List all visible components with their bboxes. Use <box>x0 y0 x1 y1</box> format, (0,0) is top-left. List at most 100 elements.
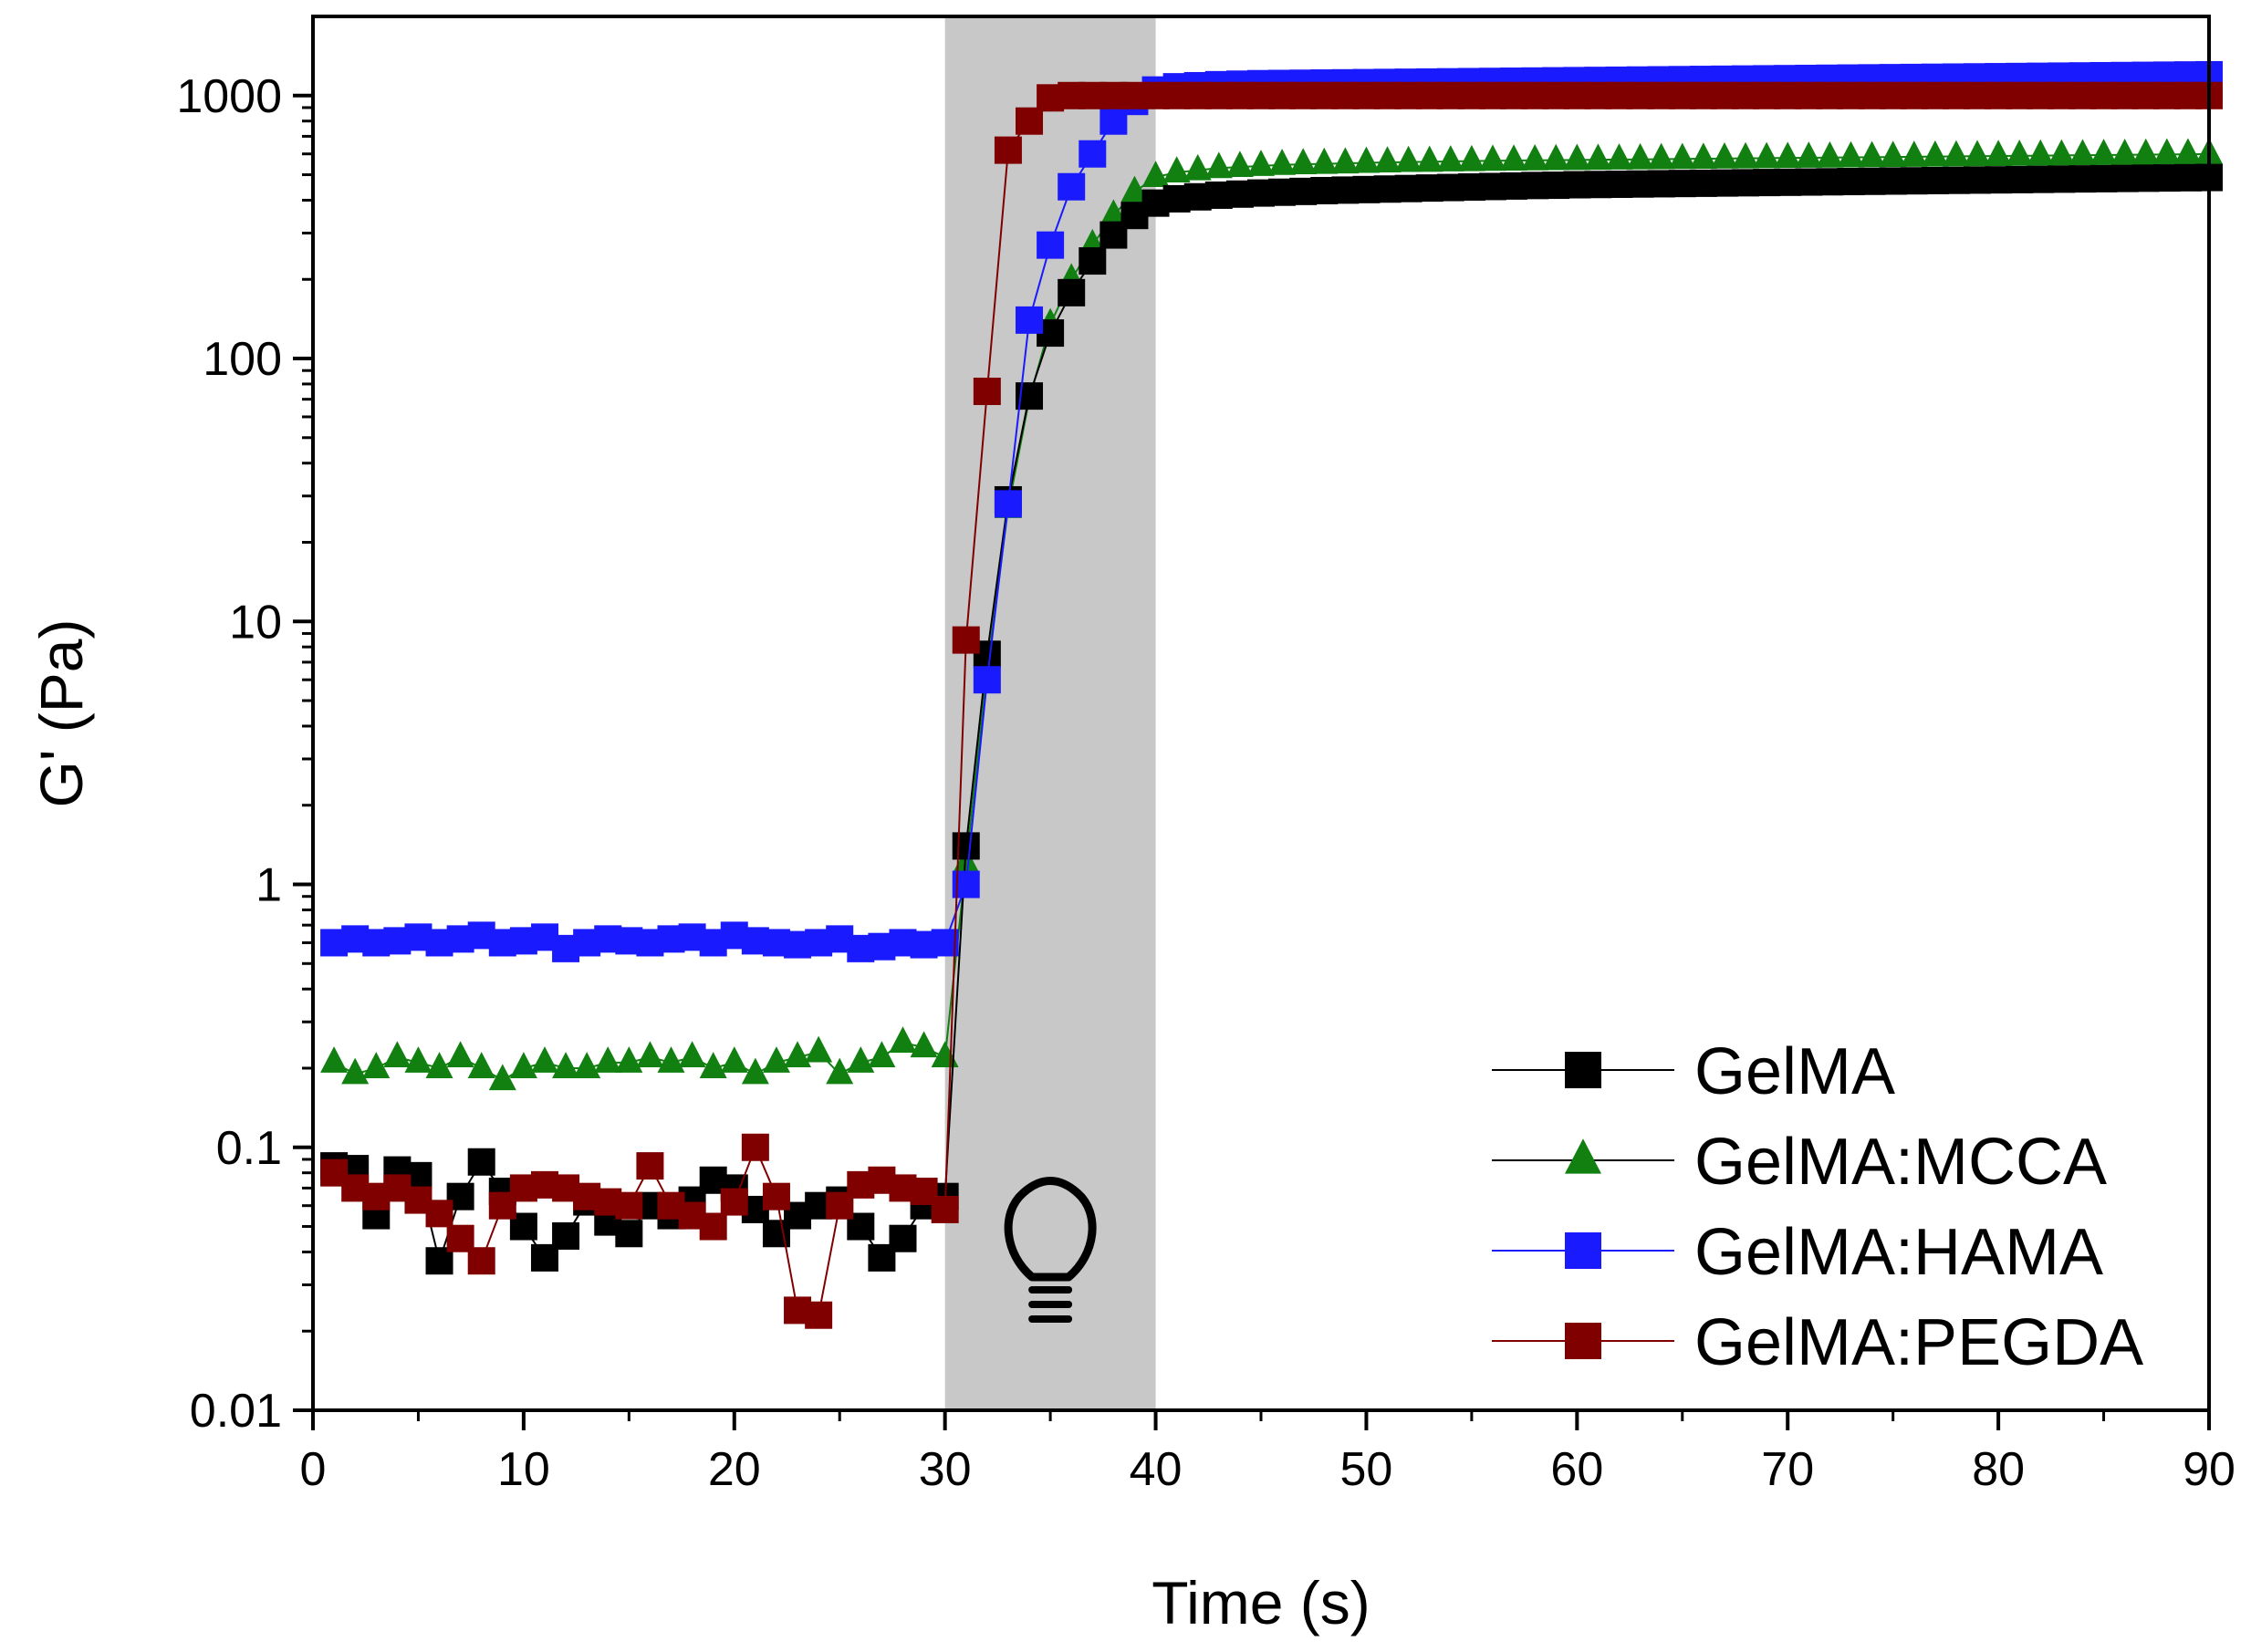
data-point <box>594 1046 622 1073</box>
data-point <box>1605 143 1633 170</box>
x-tick-label: 90 <box>2183 1443 2235 1496</box>
data-point <box>1268 148 1297 175</box>
data-point <box>1310 147 1339 174</box>
data-point <box>994 490 1022 518</box>
data-point <box>952 832 980 860</box>
data-point <box>341 1057 370 1085</box>
data-point <box>973 666 1001 694</box>
data-point <box>805 1301 833 1329</box>
data-point <box>1079 140 1107 168</box>
data-point <box>657 1046 685 1073</box>
legend-label: GelMA:PEGDA <box>1694 1306 2143 1379</box>
data-point <box>1816 140 1844 168</box>
data-point <box>1289 148 1318 175</box>
data-point <box>1099 199 1128 226</box>
data-point <box>720 1188 748 1216</box>
legend-item: GelMA:PEGDA <box>1492 1306 2143 1379</box>
legend-label: GelMA:MCCA <box>1694 1126 2107 1199</box>
data-point <box>741 1057 769 1085</box>
y-axis-title: G' (Pa) <box>27 619 95 808</box>
data-point <box>1942 140 1970 167</box>
x-tick-label: 60 <box>1550 1443 1603 1496</box>
data-point <box>889 1026 917 1054</box>
legend-label: GelMA:HAMA <box>1694 1216 2103 1289</box>
data-point <box>636 1041 664 1068</box>
data-point <box>994 136 1022 164</box>
data-point <box>699 1052 727 1078</box>
x-tick-label: 30 <box>919 1443 972 1496</box>
y-tick-label: 100 <box>203 333 282 386</box>
plot-frame <box>311 15 2211 1412</box>
data-point <box>467 1148 495 1176</box>
data-point <box>1037 231 1065 259</box>
data-point <box>1563 143 1591 171</box>
data-point <box>615 1191 643 1220</box>
data-point <box>910 1031 938 1058</box>
data-point <box>2089 139 2118 165</box>
data-point <box>1774 141 1802 169</box>
data-point <box>784 1041 812 1068</box>
y-tick-label: 0.01 <box>190 1385 282 1438</box>
y-tick-label: 1 <box>255 859 282 912</box>
data-point <box>1689 142 1717 170</box>
data-point <box>1058 278 1086 307</box>
data-point <box>425 1200 453 1228</box>
x-axis-title: Time (s) <box>1152 1569 1370 1636</box>
data-point <box>2173 138 2202 165</box>
data-point <box>2069 139 2097 166</box>
data-point <box>446 1041 474 1068</box>
data-point <box>488 1064 516 1091</box>
x-tick-label: 70 <box>1761 1443 1814 1496</box>
legend-marker <box>1565 1138 1601 1174</box>
data-point <box>1204 151 1233 179</box>
legend: GelMA GelMA:MCCA GelMA:HAMA GelMA:PEGDA <box>1492 1035 2143 1379</box>
data-point <box>467 1052 495 1078</box>
data-point <box>1985 140 2013 166</box>
data-point <box>1732 141 1760 169</box>
data-point <box>1162 156 1191 183</box>
data-point <box>1521 143 1549 171</box>
series-gelma <box>320 163 2223 1275</box>
data-point <box>847 1046 875 1073</box>
data-point <box>552 1052 580 1078</box>
lightbulb-icon <box>1004 1177 1097 1323</box>
legend-label: GelMA <box>1694 1035 1895 1108</box>
data-point <box>1478 144 1506 171</box>
data-point <box>2131 138 2160 165</box>
data-point <box>952 626 980 654</box>
data-point <box>2048 139 2076 166</box>
data-point <box>699 1212 727 1241</box>
data-point <box>1584 143 1612 171</box>
data-point <box>1500 144 1528 171</box>
data-point <box>1879 140 1907 168</box>
data-point <box>973 378 1001 406</box>
legend-marker <box>1565 1232 1601 1269</box>
data-point <box>1225 151 1254 178</box>
data-point <box>1626 142 1654 170</box>
data-point <box>931 1041 959 1068</box>
data-point <box>1710 142 1738 169</box>
data-point <box>1837 140 1865 168</box>
data-point <box>1753 141 1781 169</box>
x-tick-label: 20 <box>708 1443 761 1496</box>
data-point <box>615 1220 643 1248</box>
data-point <box>425 1052 453 1078</box>
tick-labels: 0 10 20 30 40 50 60 70 80 90 0.01 0.1 1 10 100 1000 <box>176 70 2235 1496</box>
data-point <box>404 1046 432 1073</box>
data-point <box>1542 143 1570 171</box>
data-point <box>1795 141 1823 168</box>
series-line <box>333 176 2210 1264</box>
series-layer <box>320 60 2223 1329</box>
data-point <box>1352 146 1381 173</box>
data-point <box>805 1035 833 1063</box>
data-point <box>615 1046 643 1073</box>
data-point <box>362 1052 391 1078</box>
legend-item: GelMA:MCCA <box>1492 1126 2107 1199</box>
y-tick-label: 10 <box>229 596 282 649</box>
data-point <box>1921 140 1949 167</box>
data-point <box>1415 145 1443 172</box>
legend-marker <box>1565 1052 1601 1088</box>
data-point <box>2152 138 2181 165</box>
data-point <box>552 1221 580 1250</box>
data-point <box>467 1247 495 1275</box>
